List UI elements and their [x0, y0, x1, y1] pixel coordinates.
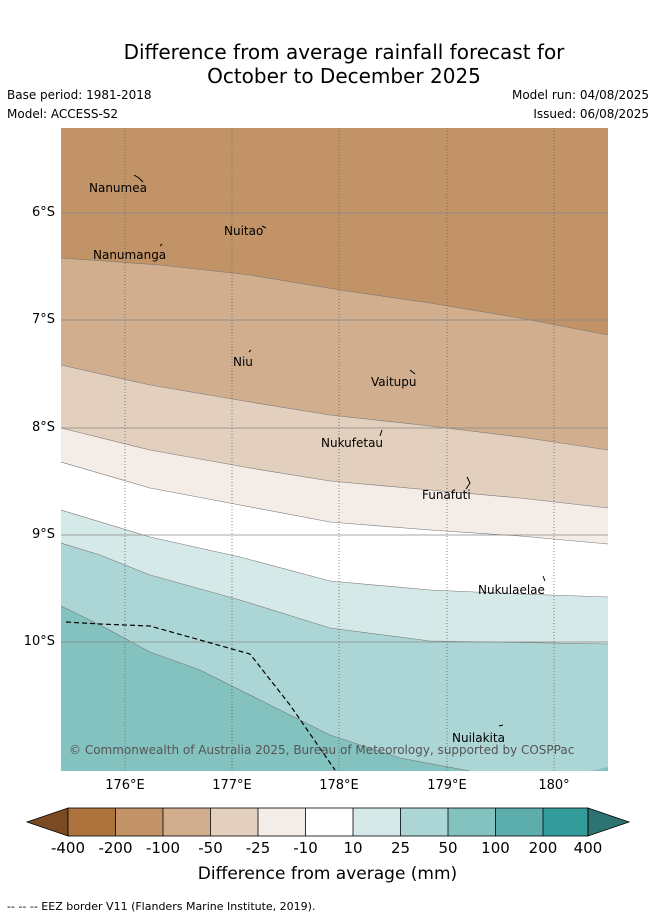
colorbar-tick: 400 [573, 839, 603, 857]
colorbar-swatch [448, 808, 496, 836]
colorbar-tick: 50 [438, 839, 458, 857]
lon-label-176e: 176°E [105, 778, 145, 793]
colorbar-swatch [495, 808, 543, 836]
place-label: Vaitupu [371, 375, 417, 389]
lon-label-177e: 177°E [212, 778, 252, 793]
colorbar-tick: -100 [145, 839, 181, 857]
place-label: Funafuti [422, 488, 471, 502]
map-title: Difference from average rainfall forecas… [0, 40, 655, 88]
eez-border-line [65, 621, 336, 771]
model-name: Model: ACCESS-S2 [7, 107, 119, 121]
place-label: Nukufetau [321, 436, 384, 450]
colorbar-swatch [400, 808, 448, 836]
title-line-1: Difference from average rainfall forecas… [123, 40, 565, 64]
colorbar-frame [67, 807, 589, 837]
colorbar-extend-low [25, 807, 69, 837]
lon-label-178e: 178°E [319, 778, 359, 793]
graticule-meridians [124, 128, 555, 771]
title-line-2: October to December 2025 [207, 64, 481, 88]
lat-label-9s: 9°S [31, 527, 55, 542]
colorbar-title: Difference from average (mm) [197, 864, 458, 884]
lat-label-7s: 7°S [31, 312, 55, 327]
band-50-100 [61, 606, 608, 771]
colorbar-swatch [115, 808, 163, 836]
lat-label-6s: 6°S [31, 205, 55, 220]
lon-label-180: 180° [538, 778, 570, 793]
colorbar-tick: -200 [98, 839, 133, 857]
lat-label-8s: 8°S [31, 420, 55, 435]
lon-label-179e: 179°E [427, 778, 467, 793]
colorbar-tick: 100 [481, 839, 510, 857]
colorbar-swatch [258, 808, 306, 836]
colorbar-swatch [543, 808, 588, 836]
colorbar-swatch [68, 808, 116, 836]
colorbar-swatch [353, 808, 401, 836]
band-edges [61, 257, 608, 771]
colorbar-tick: -400 [50, 839, 86, 857]
colorbar-tick: -10 [293, 839, 318, 857]
rainfall-bands [61, 128, 608, 771]
colorbar-tick: -50 [198, 839, 223, 857]
place-label: Niu [233, 355, 253, 369]
place-label: Nanumanga [93, 248, 167, 262]
lat-label-10s: 10°S [23, 634, 55, 649]
place-label: Nukulaelae [478, 583, 545, 597]
colorbar-swatch [163, 808, 211, 836]
colorbar-dividers [115, 808, 544, 836]
colorbar-swatch [305, 808, 353, 836]
model-run: Model run: 04/08/2025 [511, 88, 649, 102]
colorbar-extend-high [587, 807, 631, 837]
colorbar-tick: 10 [343, 839, 363, 857]
place-label: Nanumea [89, 181, 147, 195]
island-outlines [133, 174, 546, 727]
colorbar-tick: -25 [245, 839, 271, 857]
copyright-notice: © Commonwealth of Australia 2025, Bureau… [69, 743, 575, 757]
place-label: Nuitao [224, 224, 264, 238]
base-period: Base period: 1981-2018 [7, 88, 152, 102]
eez-legend-note: -- -- -- EEZ border V11 (Flanders Marine… [7, 900, 316, 913]
issued-date: Issued: 06/08/2025 [533, 107, 649, 121]
place-label: Nuilakita [452, 731, 505, 745]
graticule-parallels [61, 212, 608, 643]
colorbar-tick: 200 [528, 839, 558, 857]
colorbar-tick: 25 [390, 839, 411, 857]
colorbar [25, 807, 631, 837]
colorbar-swatch [210, 808, 258, 836]
